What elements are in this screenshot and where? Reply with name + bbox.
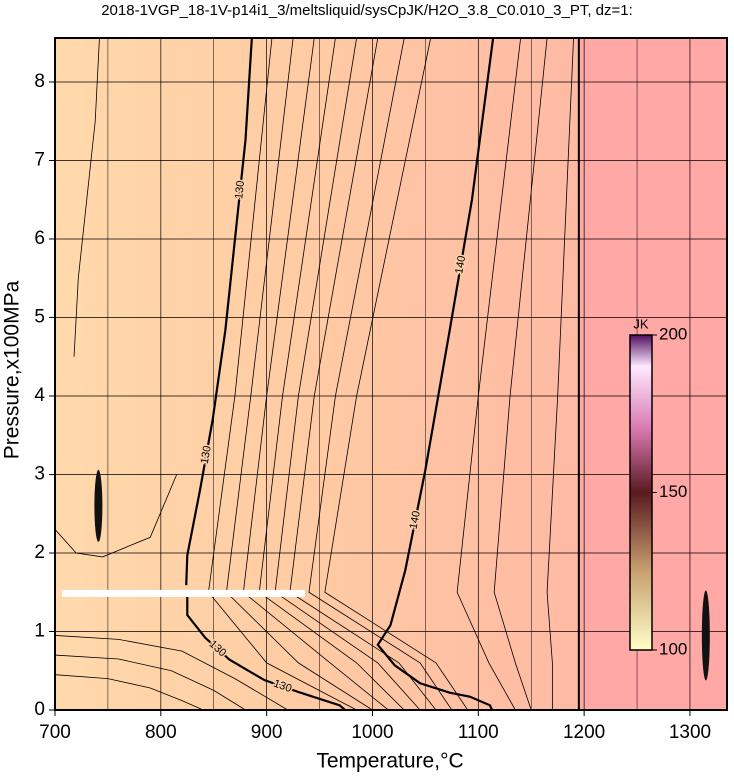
y-axis-label: Pressure,x100MPa: [1, 280, 24, 459]
thin-contour: [55, 474, 178, 558]
y-tick-label: 4: [34, 385, 45, 406]
thin-contour: [493, 38, 548, 710]
y-tick-label: 3: [34, 464, 45, 485]
thin-contour: [324, 38, 469, 710]
x-tick-label: 700: [39, 722, 71, 743]
colorbar: [629, 334, 653, 651]
thin-contour: [456, 38, 522, 710]
y-tick-label: 2: [34, 542, 45, 563]
x-axis-label: Temperature,°C: [316, 750, 463, 773]
data-gap: [62, 589, 305, 597]
y-tick-label: 6: [34, 228, 45, 249]
colorbar-tick-label: 100: [659, 639, 687, 658]
contour-label: 140: [453, 255, 468, 275]
x-tick-label: 900: [251, 722, 283, 743]
thin-contour: [308, 38, 453, 710]
thin-contour: [55, 654, 246, 710]
x-tick-label: 1300: [669, 722, 711, 743]
plot-frame: [54, 37, 728, 711]
contour-label: 140: [408, 510, 423, 530]
thin-contour: [546, 38, 574, 710]
contour-cluster: [94, 469, 103, 542]
y-tick-label: 0: [34, 699, 45, 720]
contour-line: [376, 38, 495, 710]
y-tick-label: 7: [34, 149, 45, 170]
thin-contour: [73, 38, 100, 357]
colorbar-tick-label: 200: [659, 324, 687, 343]
y-tick-label: 1: [34, 621, 45, 642]
colorbar-tick-label: 150: [659, 482, 687, 501]
contour-label: 130: [199, 445, 214, 465]
overlay: 700 800 900 1000 1100 1200 1300 0 1 2 3 4 5 6 7 8 JK 100 1…: [34, 37, 728, 743]
contour-label: 130: [233, 180, 247, 200]
colorbar-label: JK: [633, 316, 649, 331]
thin-contour: [55, 674, 204, 710]
y-tick-label: 8: [34, 71, 45, 92]
x-tick-label: 800: [145, 722, 177, 743]
y-tick-label: 5: [34, 306, 45, 327]
contour-cluster: [701, 590, 710, 681]
x-tick-label: 1200: [563, 722, 605, 743]
x-tick-label: 1100: [458, 722, 499, 743]
region-fill: [578, 38, 727, 710]
x-tick-label: 1000: [351, 722, 393, 743]
thin-contour: [55, 635, 289, 710]
chart-title: 2018-1VGP_18-1V-p14i1_3/meltsliquid/sysC…: [101, 2, 633, 19]
contour-line: [185, 38, 346, 710]
